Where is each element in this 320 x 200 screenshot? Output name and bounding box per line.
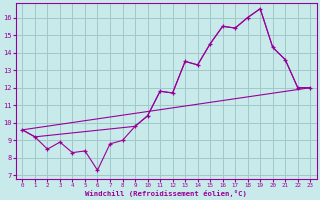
X-axis label: Windchill (Refroidissement éolien,°C): Windchill (Refroidissement éolien,°C) xyxy=(85,190,247,197)
